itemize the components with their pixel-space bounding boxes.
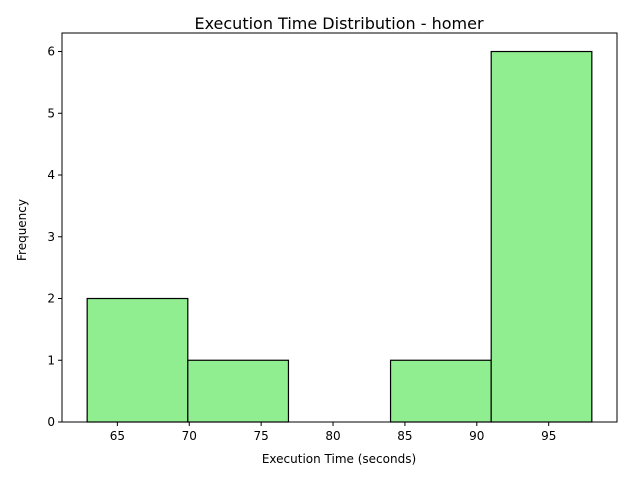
chart-title: Execution Time Distribution - homer [194,14,483,33]
x-axis-label: Execution Time (seconds) [262,452,416,466]
y-tick-label: 3 [47,230,55,244]
plot-frame [61,32,618,423]
x-tick-label: 65 [110,429,125,443]
y-tick-label: 4 [47,168,55,182]
x-axis-ticks: 65 70 75 80 85 90 95 [110,422,556,443]
x-tick-label: 85 [397,429,412,443]
histogram-bar [187,359,290,423]
y-axis-label: Frequency [15,199,29,261]
y-tick-label: 6 [47,45,55,59]
histogram-bar [490,50,593,423]
x-tick-label: 95 [541,429,556,443]
y-tick-label: 2 [47,292,55,306]
y-tick-label: 1 [47,353,55,367]
x-tick-label: 90 [469,429,484,443]
x-tick-label: 75 [253,429,268,443]
x-tick-label: 80 [325,429,340,443]
y-tick-label: 0 [47,415,55,429]
bars-group [86,50,593,423]
histogram-bar [86,297,189,423]
y-tick-label: 5 [47,106,55,120]
x-tick-label: 70 [182,429,197,443]
y-axis-ticks: 0 1 2 3 4 5 6 [47,45,62,429]
histogram-bar [389,359,492,423]
